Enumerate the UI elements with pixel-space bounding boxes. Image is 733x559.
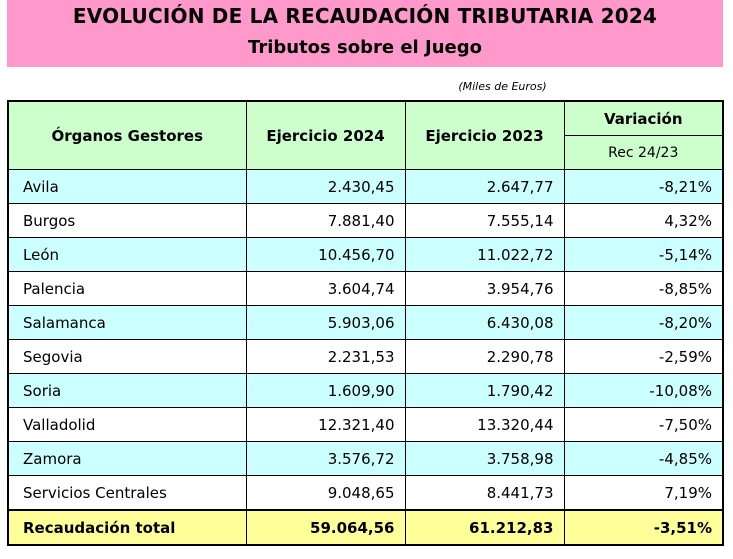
row-2023: 3.758,98 xyxy=(404,441,565,476)
total-row-name: Recaudación total xyxy=(7,509,247,546)
row-2023: 6.430,08 xyxy=(404,305,565,340)
row-2023: 11.022,72 xyxy=(404,237,565,272)
row-name: León xyxy=(7,237,247,272)
row-variation: -8,85% xyxy=(563,271,724,306)
table-row: Zamora 3.576,72 3.758,98 -4,85% xyxy=(7,441,724,476)
row-2024: 2.430,45 xyxy=(245,169,406,204)
row-name: Avila xyxy=(7,169,247,204)
row-name: Segovia xyxy=(7,339,247,374)
row-2024: 10.456,70 xyxy=(245,237,406,272)
row-name: Soria xyxy=(7,373,247,408)
row-2024: 5.903,06 xyxy=(245,305,406,340)
row-2024: 9.048,65 xyxy=(245,475,406,511)
row-variation: -10,08% xyxy=(563,373,724,408)
row-variation: 7,19% xyxy=(563,475,724,511)
table-row: Segovia 2.231,53 2.290,78 -2,59% xyxy=(7,339,724,374)
collection-table: Órganos Gestores Ejercicio 2024 Ejercici… xyxy=(7,100,724,546)
table-row: Valladolid 12.321,40 13.320,44 -7,50% xyxy=(7,407,724,442)
row-2023: 2.290,78 xyxy=(404,339,565,374)
row-name: Servicios Centrales xyxy=(7,475,247,511)
row-2024: 3.604,74 xyxy=(245,271,406,306)
row-name: Burgos xyxy=(7,203,247,238)
row-name: Zamora xyxy=(7,441,247,476)
total-row-2024: 59.064,56 xyxy=(245,509,406,546)
table-body: Avila 2.430,45 2.647,77 -8,21% Burgos 7.881,4… xyxy=(7,169,724,546)
header-variacion-sub: Rec 24/23 xyxy=(563,135,724,170)
page-title: EVOLUCIÓN DE LA RECAUDACIÓN TRIBUTARIA 2… xyxy=(72,4,658,28)
row-2023: 7.555,14 xyxy=(404,203,565,238)
table-row: León 10.456,70 11.022,72 -5,14% xyxy=(7,237,724,272)
row-2024: 7.881,40 xyxy=(245,203,406,238)
table-row: Soria 1.609,90 1.790,42 -10,08% xyxy=(7,373,724,408)
row-name: Palencia xyxy=(7,271,247,306)
row-2024: 1.609,90 xyxy=(245,373,406,408)
row-2023: 13.320,44 xyxy=(404,407,565,442)
row-2024: 3.576,72 xyxy=(245,441,406,476)
units-note: (Miles de Euros) xyxy=(458,80,547,93)
row-2023: 8.441,73 xyxy=(404,475,565,511)
row-variation: -8,21% xyxy=(563,169,724,204)
row-2023: 2.647,77 xyxy=(404,169,565,204)
total-row-variation: -3,51% xyxy=(563,509,724,546)
row-variation: -8,20% xyxy=(563,305,724,340)
table-row: Servicios Centrales 9.048,65 8.441,73 7,19% xyxy=(7,475,724,511)
row-2023: 1.790,42 xyxy=(404,373,565,408)
row-2023: 3.954,76 xyxy=(404,271,565,306)
table-row: Salamanca 5.903,06 6.430,08 -8,20% xyxy=(7,305,724,340)
row-name: Valladolid xyxy=(7,407,247,442)
table-row: Avila 2.430,45 2.647,77 -8,21% xyxy=(7,169,724,204)
header-ejercicio-2023: Ejercicio 2023 xyxy=(404,100,565,170)
row-name: Salamanca xyxy=(7,305,247,340)
row-2024: 12.321,40 xyxy=(245,407,406,442)
row-variation: 4,32% xyxy=(563,203,724,238)
page-subtitle: Tributos sobre el Juego xyxy=(248,37,482,58)
title-banner: EVOLUCIÓN DE LA RECAUDACIÓN TRIBUTARIA 2… xyxy=(7,0,723,67)
row-2024: 2.231,53 xyxy=(245,339,406,374)
table-row: Palencia 3.604,74 3.954,76 -8,85% xyxy=(7,271,724,306)
header-variacion: Variación xyxy=(563,100,724,136)
total-row-2023: 61.212,83 xyxy=(404,509,565,546)
table-row: Burgos 7.881,40 7.555,14 4,32% xyxy=(7,203,724,238)
header-organos: Órganos Gestores xyxy=(7,100,247,170)
row-variation: -2,59% xyxy=(563,339,724,374)
row-variation: -4,85% xyxy=(563,441,724,476)
row-variation: -5,14% xyxy=(563,237,724,272)
header-ejercicio-2024: Ejercicio 2024 xyxy=(245,100,406,170)
total-row: Recaudación total 59.064,56 61.212,83 -3,51… xyxy=(7,509,724,546)
row-variation: -7,50% xyxy=(563,407,724,442)
